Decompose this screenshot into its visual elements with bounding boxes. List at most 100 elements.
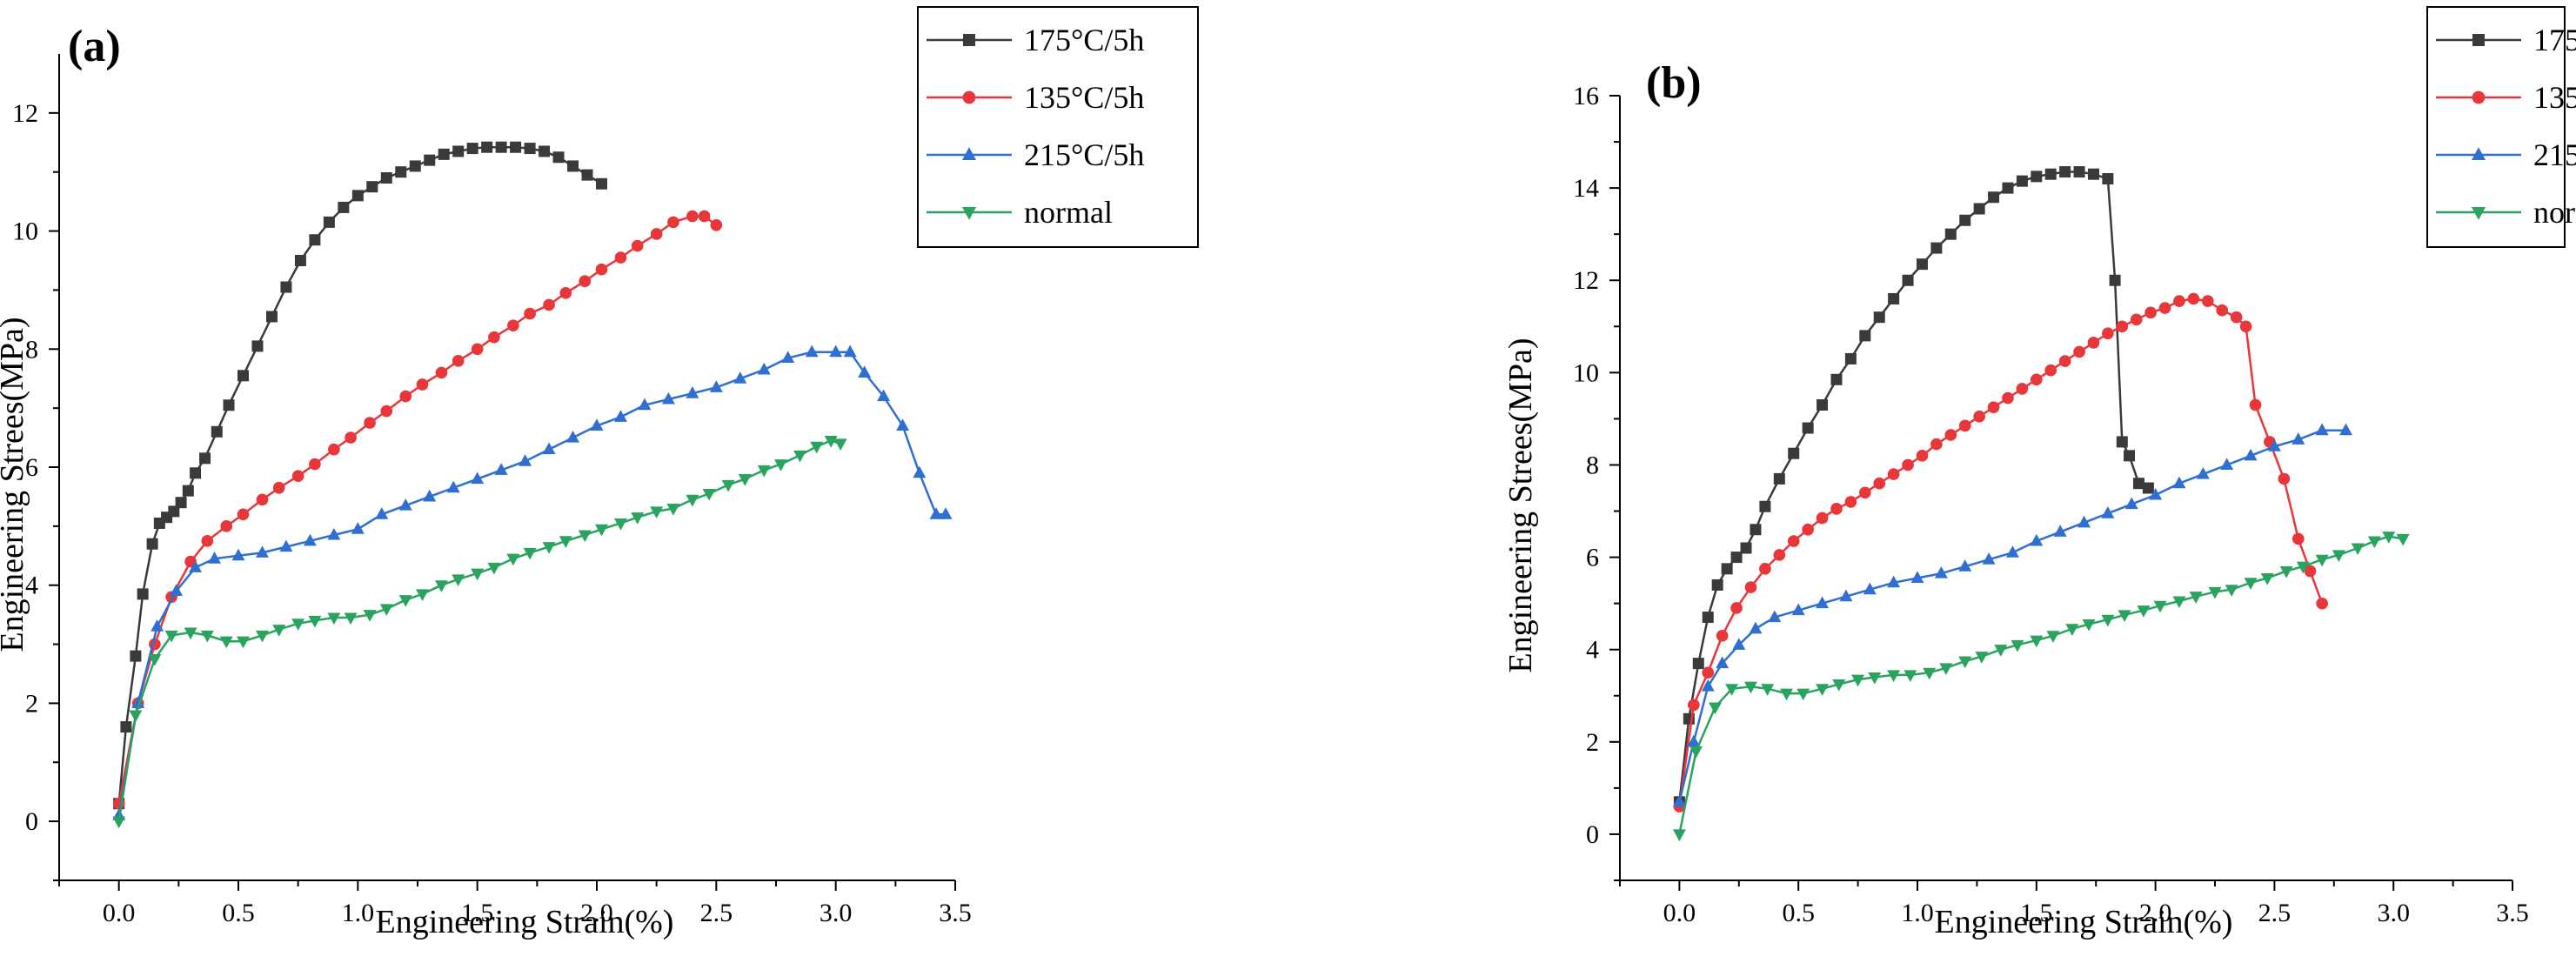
data-point [2220,458,2234,470]
data-point [272,625,286,637]
y-axis-title: Engineering Strees(MPa) [1502,338,1539,672]
data-point [219,636,233,649]
data-point [2078,515,2091,528]
data-point [2367,536,2381,549]
data-point [2339,423,2352,436]
data-point [2332,550,2345,563]
axes: 0.0 0.5 1.0 1.5 2.0 2.5 3.0 3.5 0 2 4 6 8 10 12 14 16 [1573,82,2529,927]
data-point [1721,563,1733,575]
data-point [1944,429,1957,441]
data-point [650,506,664,519]
data-point [1730,602,1743,614]
data-point [1904,670,1917,683]
data-point [638,398,652,411]
y-tick-label: 10 [12,217,38,246]
legend-label: 215°C/24h [2533,137,2576,172]
data-point [1973,410,1985,423]
data-point [793,450,806,463]
data-point [2053,525,2067,537]
data-point [291,619,305,631]
data-point [2279,565,2293,578]
data-point [146,538,158,550]
data-point [1744,581,1757,593]
data-point [280,281,292,293]
panel-a: 0.0 0.5 1.0 1.5 2.0 2.5 3.0 3.5 0 2 4 6 8 10 12 Enginee… [0,6,1199,940]
data-point [120,721,132,733]
legend-marker [2472,34,2485,46]
data-point [650,228,663,240]
data-point [1816,512,1829,525]
data-point [1730,552,1743,564]
series-3 [1672,532,2410,842]
data-point [578,530,592,543]
data-point [129,710,143,723]
legend-label: normal [1024,195,1113,230]
data-point [1701,679,1715,692]
data-point [1702,666,1715,679]
data-point [1791,603,1805,616]
data-point [130,650,142,662]
data-point [1816,684,1830,696]
data-point [1750,524,1762,536]
series-2 [1672,423,2352,807]
data-point [2002,182,2014,194]
data-point [1982,552,1996,565]
data-point [913,465,927,478]
data-point [1797,688,1810,701]
data-point [220,520,233,532]
y-tick-label: 6 [25,453,38,482]
data-point [1744,681,1757,694]
data-point [1832,679,1846,692]
x-tick-label: 1.5 [461,899,494,927]
data-point [2196,466,2210,479]
series-1 [112,210,723,810]
legend-marker [963,34,975,46]
data-point [631,512,645,525]
data-point [237,636,250,649]
data-point [1816,596,1830,609]
data-point [2142,482,2154,494]
data-point [164,630,178,643]
legend-box [917,6,1199,248]
data-point [1788,447,1800,459]
data-point [2124,450,2136,462]
data-point [510,141,522,153]
data-point [2002,391,2014,405]
data-point [2073,345,2085,358]
data-point [487,562,501,575]
data-point [2065,624,2079,636]
data-point [2153,600,2167,613]
data-point [1873,477,1886,490]
data-point [2016,383,2029,395]
data-point [2030,533,2044,546]
y-tick-label: 4 [25,572,38,600]
data-point [506,553,520,566]
data-point [810,441,824,454]
data-point [1830,373,1843,385]
x-tick-label: 3.0 [2377,899,2410,927]
legend-marker [2472,90,2486,104]
y-tick-label: 2 [25,689,38,718]
data-point [1902,274,1914,286]
series-line [117,215,718,805]
data-point [1761,684,1775,696]
data-point [686,210,699,223]
data-point [2292,532,2305,545]
x-tick-label: 0.0 [1663,899,1696,927]
data-point [1975,652,1989,664]
data-point [2172,476,2186,489]
y-tick-label: 4 [1586,636,1599,665]
data-point [1817,398,1829,411]
data-point [1759,500,1771,512]
x-tick-label: 2.0 [580,899,613,927]
data-point [1988,191,2000,204]
data-point [709,380,723,392]
data-point [1687,699,1700,712]
data-point [223,399,235,411]
data-point [2216,304,2229,317]
data-point [2201,295,2214,307]
data-point [1934,566,1948,578]
data-point [843,344,857,358]
data-point [1780,688,1793,701]
legend-label: 135°C/5h [1024,80,1144,115]
